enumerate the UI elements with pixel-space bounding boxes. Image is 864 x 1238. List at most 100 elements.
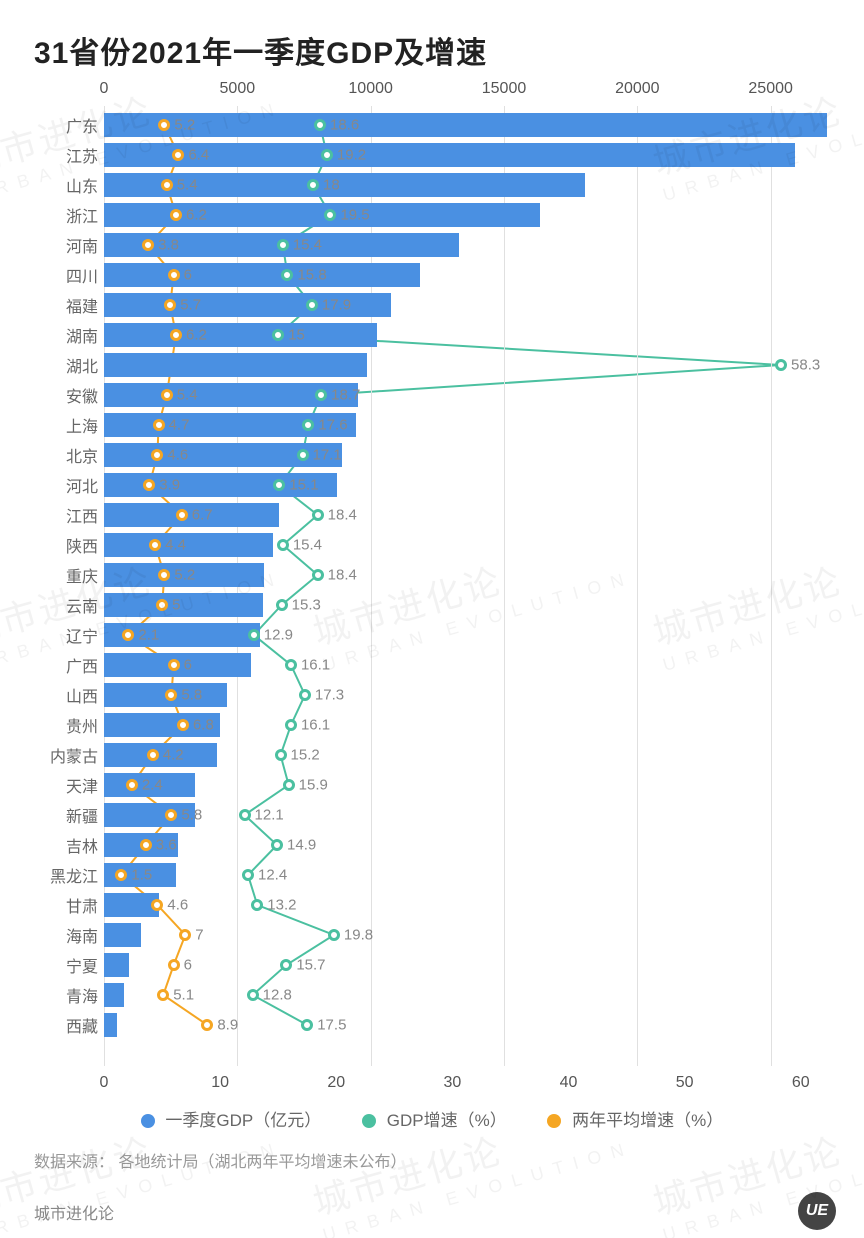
legend-green-label: GDP增速（%） [387, 1111, 507, 1130]
growth-point [271, 839, 283, 851]
row-广西: 广西 [104, 650, 824, 680]
province-label: 宁夏 [8, 953, 98, 977]
avg2y-label: 6.8 [193, 717, 214, 734]
gdp-bar [104, 743, 217, 767]
growth-label: 18.4 [328, 507, 357, 524]
avg2y-label: 5.4 [177, 387, 198, 404]
chart-container: 31省份2021年一季度GDP及增速 050001000015000200002… [0, 0, 864, 1238]
top-axis-tick: 0 [100, 80, 109, 98]
avg2y-label: 6 [184, 657, 192, 674]
top-axis-tick: 10000 [348, 80, 393, 98]
legend-orange-label: 两年平均增速（%） [572, 1111, 723, 1130]
avg2y-label: 5.4 [177, 177, 198, 194]
growth-point [301, 1019, 313, 1031]
avg2y-point [153, 419, 165, 431]
avg2y-label: 6 [184, 267, 192, 284]
avg2y-label: 4.4 [165, 537, 186, 554]
gdp-bar [104, 263, 420, 287]
avg2y-label: 3.9 [159, 477, 180, 494]
row-河南: 河南 [104, 230, 824, 260]
row-广东: 广东 [104, 110, 824, 140]
avg2y-point [156, 599, 168, 611]
top-axis-tick: 15000 [482, 80, 527, 98]
growth-point [277, 539, 289, 551]
growth-label: 18.7 [331, 387, 360, 404]
avg2y-point [172, 149, 184, 161]
growth-point [306, 299, 318, 311]
growth-label: 17.6 [318, 417, 347, 434]
gdp-bar [104, 113, 827, 137]
province-label: 四川 [8, 263, 98, 287]
avg2y-label: 5.7 [180, 297, 201, 314]
avg2y-point [140, 839, 152, 851]
province-label: 西藏 [8, 1013, 98, 1037]
growth-label: 15 [288, 327, 305, 344]
legend: 一季度GDP（亿元） GDP增速（%） 两年平均增速（%） [0, 1106, 864, 1131]
avg2y-label: 4.2 [163, 747, 184, 764]
province-label: 天津 [8, 773, 98, 797]
province-label: 湖北 [8, 353, 98, 377]
province-label: 河北 [8, 473, 98, 497]
growth-label: 15.8 [297, 267, 326, 284]
growth-point [324, 209, 336, 221]
province-label: 湖南 [8, 323, 98, 347]
row-浙江: 浙江 [104, 200, 824, 230]
growth-label: 18.6 [330, 117, 359, 134]
row-上海: 上海 [104, 410, 824, 440]
avg2y-point [126, 779, 138, 791]
avg2y-point [151, 449, 163, 461]
growth-point [272, 329, 284, 341]
gdp-bar [104, 923, 141, 947]
avg2y-point [143, 479, 155, 491]
avg2y-point [168, 269, 180, 281]
avg2y-label: 6.2 [186, 207, 207, 224]
footer-brand: 城市进化论 [34, 1200, 114, 1224]
top-axis-tick: 25000 [748, 80, 793, 98]
growth-label: 15.4 [293, 237, 322, 254]
province-label: 甘肃 [8, 893, 98, 917]
province-label: 河南 [8, 233, 98, 257]
growth-point [328, 929, 340, 941]
row-新疆: 新疆 [104, 800, 824, 830]
row-吉林: 吉林 [104, 830, 824, 860]
row-宁夏: 宁夏 [104, 950, 824, 980]
avg2y-label: 5 [172, 597, 180, 614]
avg2y-point [165, 809, 177, 821]
ue-logo: UE [798, 1192, 836, 1230]
province-label: 青海 [8, 983, 98, 1007]
row-福建: 福建 [104, 290, 824, 320]
avg2y-point [168, 659, 180, 671]
growth-point [297, 449, 309, 461]
avg2y-point [161, 389, 173, 401]
row-黑龙江: 黑龙江 [104, 860, 824, 890]
growth-label: 14.9 [287, 837, 316, 854]
growth-point [276, 599, 288, 611]
avg2y-label: 7 [195, 927, 203, 944]
growth-label: 17.3 [315, 687, 344, 704]
growth-label: 15.7 [296, 957, 325, 974]
avg2y-label: 5.2 [174, 117, 195, 134]
avg2y-point [151, 899, 163, 911]
province-label: 江西 [8, 503, 98, 527]
avg2y-label: 8.9 [217, 1017, 238, 1034]
province-label: 海南 [8, 923, 98, 947]
province-label: 内蒙古 [8, 743, 98, 767]
growth-label: 12.1 [255, 807, 284, 824]
growth-point [239, 809, 251, 821]
growth-label: 17.1 [313, 447, 342, 464]
bottom-axis-tick: 40 [560, 1074, 578, 1092]
avg2y-point [176, 509, 188, 521]
bottom-axis-tick: 50 [676, 1074, 694, 1092]
avg2y-point [122, 629, 134, 641]
growth-label: 18 [323, 177, 340, 194]
avg2y-point [170, 329, 182, 341]
avg2y-label: 5.1 [173, 987, 194, 1004]
legend-bar: 一季度GDP（亿元） [141, 1106, 322, 1131]
growth-point [273, 479, 285, 491]
chart-title: 31省份2021年一季度GDP及增速 [34, 28, 487, 72]
row-辽宁: 辽宁 [104, 620, 824, 650]
legend-green: GDP增速（%） [362, 1106, 507, 1131]
province-label: 江苏 [8, 143, 98, 167]
avg2y-label: 6.7 [192, 507, 213, 524]
growth-label: 12.4 [258, 867, 287, 884]
